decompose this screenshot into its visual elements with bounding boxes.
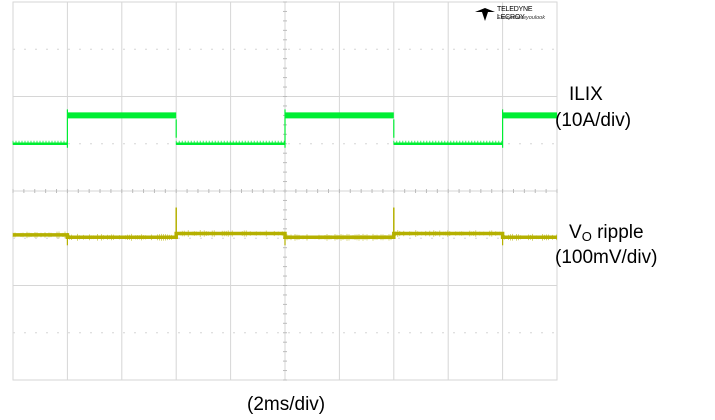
lecroy-bird-icon: [475, 8, 495, 21]
vo-ripple-trace: [12, 207, 557, 246]
vo-ripple-channel-label: VO ripple: [569, 222, 644, 245]
vo-label-rest: ripple: [591, 222, 644, 243]
time-scale-label: (2ms/div): [247, 394, 326, 415]
vo-scale-label: (100mV/div): [555, 247, 658, 268]
traces: [12, 109, 557, 246]
graticule: [12, 1, 558, 381]
brand-name: TELEDYNE LECROY: [497, 6, 533, 21]
vo-label-subscript: O: [581, 229, 592, 244]
vo-label-main: V: [569, 222, 582, 243]
ilix-channel-label: ILIX: [569, 84, 603, 105]
brand-tagline: Everywhereyoulook: [497, 15, 545, 21]
ilix-trace: [12, 109, 557, 148]
teledyne-lecroy-logo: TELEDYNE LECROY Everywhereyoulook: [475, 5, 557, 27]
ilix-scale-label: (10A/div): [555, 110, 632, 131]
